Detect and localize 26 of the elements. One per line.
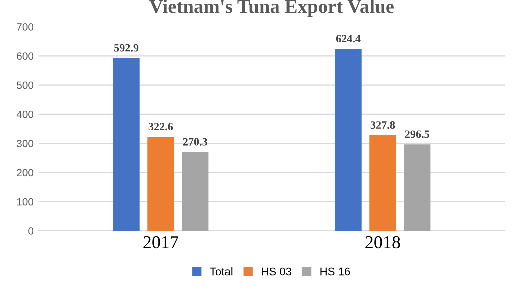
legend-label: HS 16: [320, 268, 350, 276]
legend-label: HS 03: [262, 268, 292, 276]
y-tick-label: 400: [16, 110, 34, 118]
x-tick-label: 2017: [144, 236, 178, 249]
bar: [148, 136, 174, 231]
y-tick-label: 100: [17, 198, 34, 206]
y-tick-label: 300: [17, 140, 34, 148]
legend-label: Total: [210, 268, 233, 276]
data-label: 592.9: [114, 44, 139, 52]
y-tick-label: 0: [28, 228, 34, 235]
y-tick-label: 200: [17, 169, 34, 177]
data-label: 327.8: [370, 122, 396, 130]
y-tick-label: 700: [17, 24, 34, 31]
y-tick-label: 500: [17, 82, 34, 90]
chart-title: Vietnam's Tuna Export Value: [150, 0, 394, 18]
bar: [335, 49, 362, 231]
data-label: 270.3: [183, 138, 208, 146]
bar: [113, 58, 140, 231]
data-label: 296.5: [405, 130, 430, 138]
y-tick-label: 600: [17, 52, 34, 60]
data-label: 624.4: [336, 35, 361, 43]
data-label: 322.6: [148, 123, 174, 131]
x-tick-label: 2018: [366, 236, 400, 249]
bar: [182, 152, 209, 231]
bar: [370, 135, 396, 231]
bar: [404, 144, 431, 231]
